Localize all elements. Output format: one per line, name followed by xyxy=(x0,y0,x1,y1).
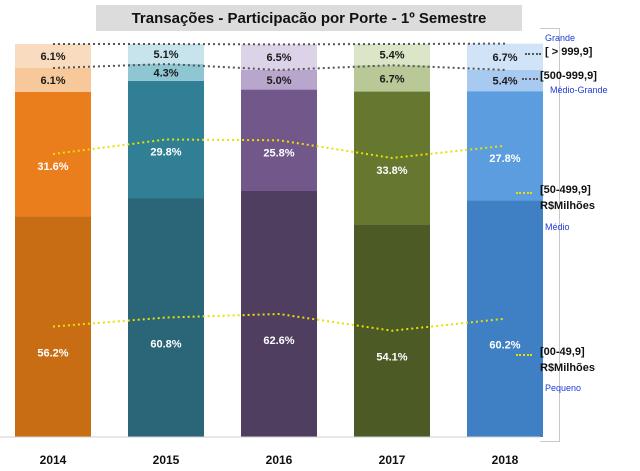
bar-2015-medio xyxy=(128,80,204,199)
legend-pequeno-unit: R$Milhões xyxy=(540,362,596,374)
bar-2015-grande xyxy=(128,44,204,65)
data-label-2018-medio: 27.8% xyxy=(489,153,520,165)
legend-medgrande-band: [500-999,9] xyxy=(540,70,597,82)
bar-2018-pequeno xyxy=(467,200,543,437)
legend-medio-unit: R$Milhões xyxy=(540,200,596,212)
bar-2016-grande xyxy=(241,44,317,70)
legend-medio-size: Médio xyxy=(545,222,570,232)
line-medgrande xyxy=(52,63,506,71)
bar-2015-pequeno xyxy=(128,198,204,437)
legend-grande-line xyxy=(525,53,541,55)
data-label-2018-pequeno: 60.2% xyxy=(489,340,520,352)
legend-grande-size: Grande xyxy=(545,33,576,43)
bar-2018-medio xyxy=(467,91,543,201)
legend-pequeno-size: Pequeno xyxy=(545,383,582,393)
data-label-2016-grande: 6.5% xyxy=(266,52,291,64)
legend-medgrande-line xyxy=(522,78,538,80)
data-label-2017-medio: 33.8% xyxy=(376,165,407,177)
legend-grande-band: [ > 999,9] xyxy=(545,46,593,58)
line-pequeno xyxy=(52,312,506,332)
chart-title-box: Transações - Participacão por Porte - 1º… xyxy=(96,5,522,31)
data-label-2015-medgrande: 4.3% xyxy=(153,67,178,79)
data-label-2017-pequeno: 54.1% xyxy=(376,352,407,364)
data-label-2015-medio: 29.8% xyxy=(150,146,181,158)
legend-pequeno-line xyxy=(516,354,532,356)
data-label-2014-medgrande: 6.1% xyxy=(40,75,65,87)
chart-title: Transações - Participacão por Porte - 1º… xyxy=(131,9,487,27)
bar-2014-pequeno xyxy=(15,216,91,437)
bar-2018-grande xyxy=(467,43,543,70)
bar-2014-grande xyxy=(15,44,91,68)
legend-medio-band: [50-499,9] xyxy=(540,184,591,196)
data-label-2015-pequeno: 60.8% xyxy=(150,339,181,351)
x-tick-label-2015: 2015 xyxy=(153,453,180,467)
bar-2014-medio xyxy=(15,91,91,217)
legend-pequeno-band: [00-49,9] xyxy=(540,346,585,358)
bar-2017-medgrande xyxy=(354,65,430,92)
data-label-2016-pequeno: 62.6% xyxy=(263,335,294,347)
x-tick-label-2017: 2017 xyxy=(379,453,406,467)
bar-2017-grande xyxy=(354,44,430,66)
bar-2018-medgrande xyxy=(467,69,543,92)
legend-medgrande-size: Médio-Grande xyxy=(550,85,608,95)
data-label-2014-medio: 31.6% xyxy=(37,161,68,173)
data-label-2014-pequeno: 56.2% xyxy=(37,348,68,360)
line-medio xyxy=(52,138,506,159)
data-label-2016-medio: 25.8% xyxy=(263,147,294,159)
x-tick-label-2016: 2016 xyxy=(266,453,293,467)
bar-2015-medgrande xyxy=(128,64,204,81)
legend-medio-line xyxy=(516,192,532,194)
x-tick-label-2014: 2014 xyxy=(40,453,67,467)
bar-2014-medgrande xyxy=(15,67,91,92)
data-label-2016-medgrande: 5.0% xyxy=(266,75,291,87)
data-label-2017-medgrande: 6.7% xyxy=(379,73,404,85)
legend-frame xyxy=(540,28,560,442)
data-label-2015-grande: 5.1% xyxy=(153,49,178,61)
x-tick-label-2018: 2018 xyxy=(492,453,519,467)
line-grande xyxy=(53,42,506,46)
data-label-2018-medgrande: 5.4% xyxy=(492,76,517,88)
data-label-2014-grande: 6.1% xyxy=(40,51,65,63)
data-label-2018-grande: 6.7% xyxy=(492,52,517,64)
data-label-2017-grande: 5.4% xyxy=(379,50,404,62)
bar-2016-medgrande xyxy=(241,69,317,90)
